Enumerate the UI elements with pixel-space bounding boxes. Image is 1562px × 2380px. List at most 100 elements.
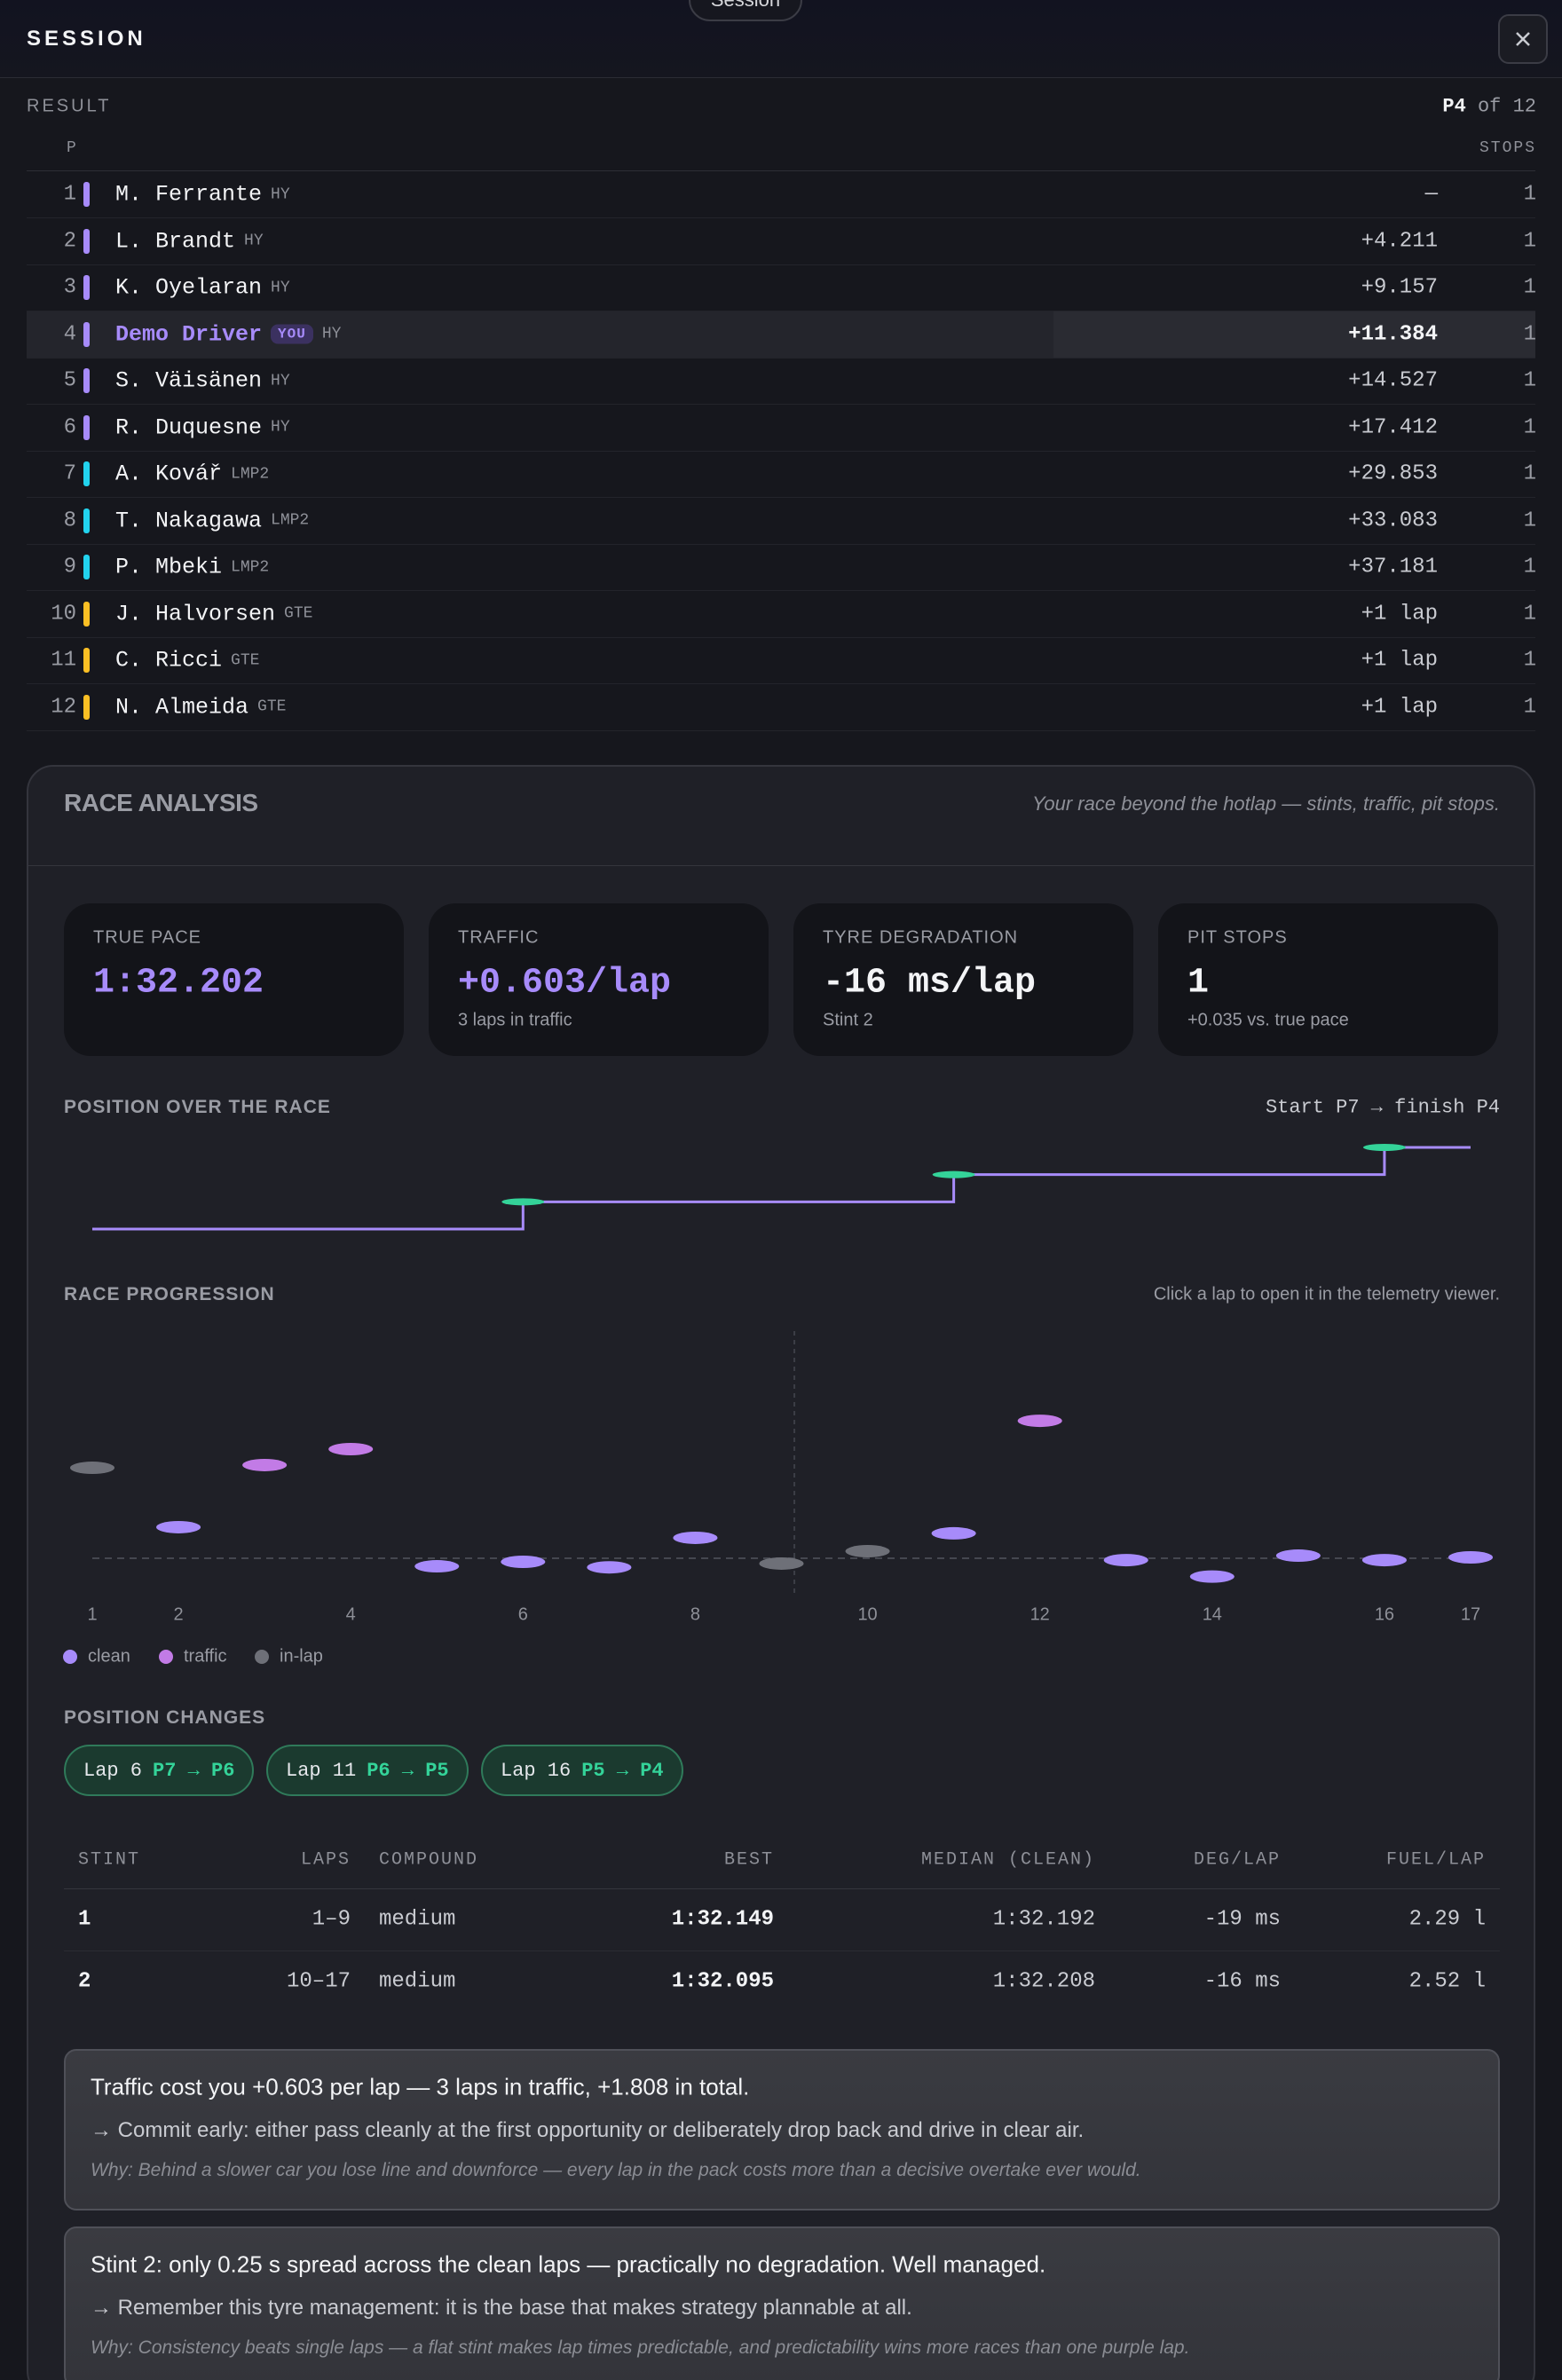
stat-card [793,903,1133,1056]
driver-name: A. Kovář [115,461,223,487]
lap-point[interactable] [587,1561,632,1574]
stops: 1 [1523,695,1536,719]
legend-label: in-lap [280,1646,323,1666]
stint-cell: 2.52 l [1408,1969,1486,1994]
x-tick-label: 8 [690,1604,700,1624]
lap-point[interactable] [1103,1554,1148,1567]
lap-point[interactable] [1448,1550,1493,1564]
lap-point[interactable] [845,1545,890,1558]
lap-point[interactable] [156,1520,201,1533]
gap: +1 lap [1361,602,1438,626]
stint-cell: -19 ms [1203,1907,1281,1932]
driver-name: L. Brandt [115,228,236,254]
lap-point[interactable] [1017,1415,1062,1428]
lap-point[interactable] [242,1458,288,1471]
row-rule [27,404,1535,405]
row-rule [27,217,1535,218]
lap-point[interactable] [70,1462,114,1475]
stops: 1 [1523,368,1536,393]
gap: +33.083 [1348,508,1438,532]
lap-point[interactable] [759,1556,804,1570]
driver-cell: P. Mbeki LMP2 [115,555,269,580]
lap-point[interactable] [328,1442,374,1455]
driver-cell: K. Oyelaran HY [115,275,290,301]
stops: 1 [1523,415,1536,439]
gap: +9.157 [1361,275,1438,300]
class-bar [83,321,90,347]
insight-why: Why: Behind a slower car you lose line a… [91,2160,1141,2180]
stat-value: 1 [1187,963,1210,1004]
insight-card [64,2049,1500,2211]
gap: +14.527 [1348,368,1438,393]
close-button[interactable] [1498,14,1548,64]
row-rule [27,543,1535,545]
stops: 1 [1523,182,1536,207]
change-lap: Lap 11 [286,1759,357,1782]
class-label: LMP2 [231,558,270,576]
position: 6 [63,415,76,439]
stat-sub: 3 laps in traffic [458,1010,572,1030]
stint-cell: 1 [78,1907,91,1932]
lap-point[interactable] [673,1531,718,1544]
class-label: GTE [284,604,313,623]
position-change-pill: Lap 6 P7 → P6 [64,1745,255,1796]
driver-cell: N. Almeida GTE [115,694,286,720]
stat-label: PIT STOPS [1187,927,1288,948]
class-bar [83,368,90,393]
x-tick-label: 17 [1461,1604,1480,1624]
insight-headline: Traffic cost you +0.603 per lap — 3 laps… [91,2073,750,2100]
stint-cell: 2.29 l [1408,1907,1486,1932]
lap-point[interactable] [414,1560,460,1573]
driver-cell: Demo Driver YOU HY [115,321,341,347]
change-positions: P6 → P5 [367,1759,449,1782]
stint-col-header: COMPOUND [379,1849,479,1871]
chart-title: RACE PROGRESSION [64,1284,275,1304]
stint-cell: medium [379,1907,456,1932]
class-label: HY [271,418,290,437]
driver-cell: L. Brandt HY [115,228,264,254]
close-icon [1516,32,1530,46]
x-tick-label: 4 [346,1604,356,1624]
driver-cell: S. Väisänen HY [115,368,290,394]
stat-card [64,903,404,1056]
lap-point[interactable] [1361,1554,1407,1567]
lap-point[interactable] [1275,1549,1321,1563]
stint-col-header: MEDIAN (CLEAN) [920,1849,1095,1871]
legend-swatch [159,1650,173,1664]
analysis-rule [28,865,1534,866]
class-label: GTE [257,697,287,716]
lap-point[interactable] [931,1526,976,1540]
gap: +11.384 [1348,322,1438,346]
position: 2 [63,229,76,253]
position: 12 [51,695,76,719]
position: 7 [63,461,76,486]
change-lap: Lap 6 [83,1759,143,1782]
stat-card [429,903,769,1056]
stops: 1 [1523,648,1536,673]
driver-cell: C. Ricci GTE [115,648,259,674]
class-label: GTE [231,651,260,669]
class-bar [83,275,90,300]
you-badge: YOU [271,324,313,344]
x-tick-label: 16 [1375,1604,1394,1624]
gap: +4.211 [1361,229,1438,253]
change-positions: P7 → P6 [153,1759,235,1782]
lap-point[interactable] [501,1556,546,1569]
class-label: LMP2 [271,511,310,530]
stat-value: +0.603/lap [458,963,672,1004]
stint-cell: 1:32.192 [992,1907,1095,1932]
row-rule [27,729,1535,731]
lap-point[interactable] [1189,1570,1235,1583]
stat-sub: Stint 2 [823,1010,873,1030]
position-total: of 12 [1477,95,1536,118]
insight-action: → Commit early: either pass cleanly at t… [91,2118,1085,2142]
insight-action: → Remember this tyre management: it is t… [91,2296,912,2320]
chart-title: POSITION OVER THE RACE [64,1097,331,1117]
stops: 1 [1523,322,1536,346]
stat-sub: +0.035 vs. true pace [1187,1010,1349,1030]
stops: 1 [1523,229,1536,253]
chart-subtitle: Start P7 → finish P4 [1265,1096,1500,1119]
position: 4 [63,322,76,346]
gap: +1 lap [1361,695,1438,719]
